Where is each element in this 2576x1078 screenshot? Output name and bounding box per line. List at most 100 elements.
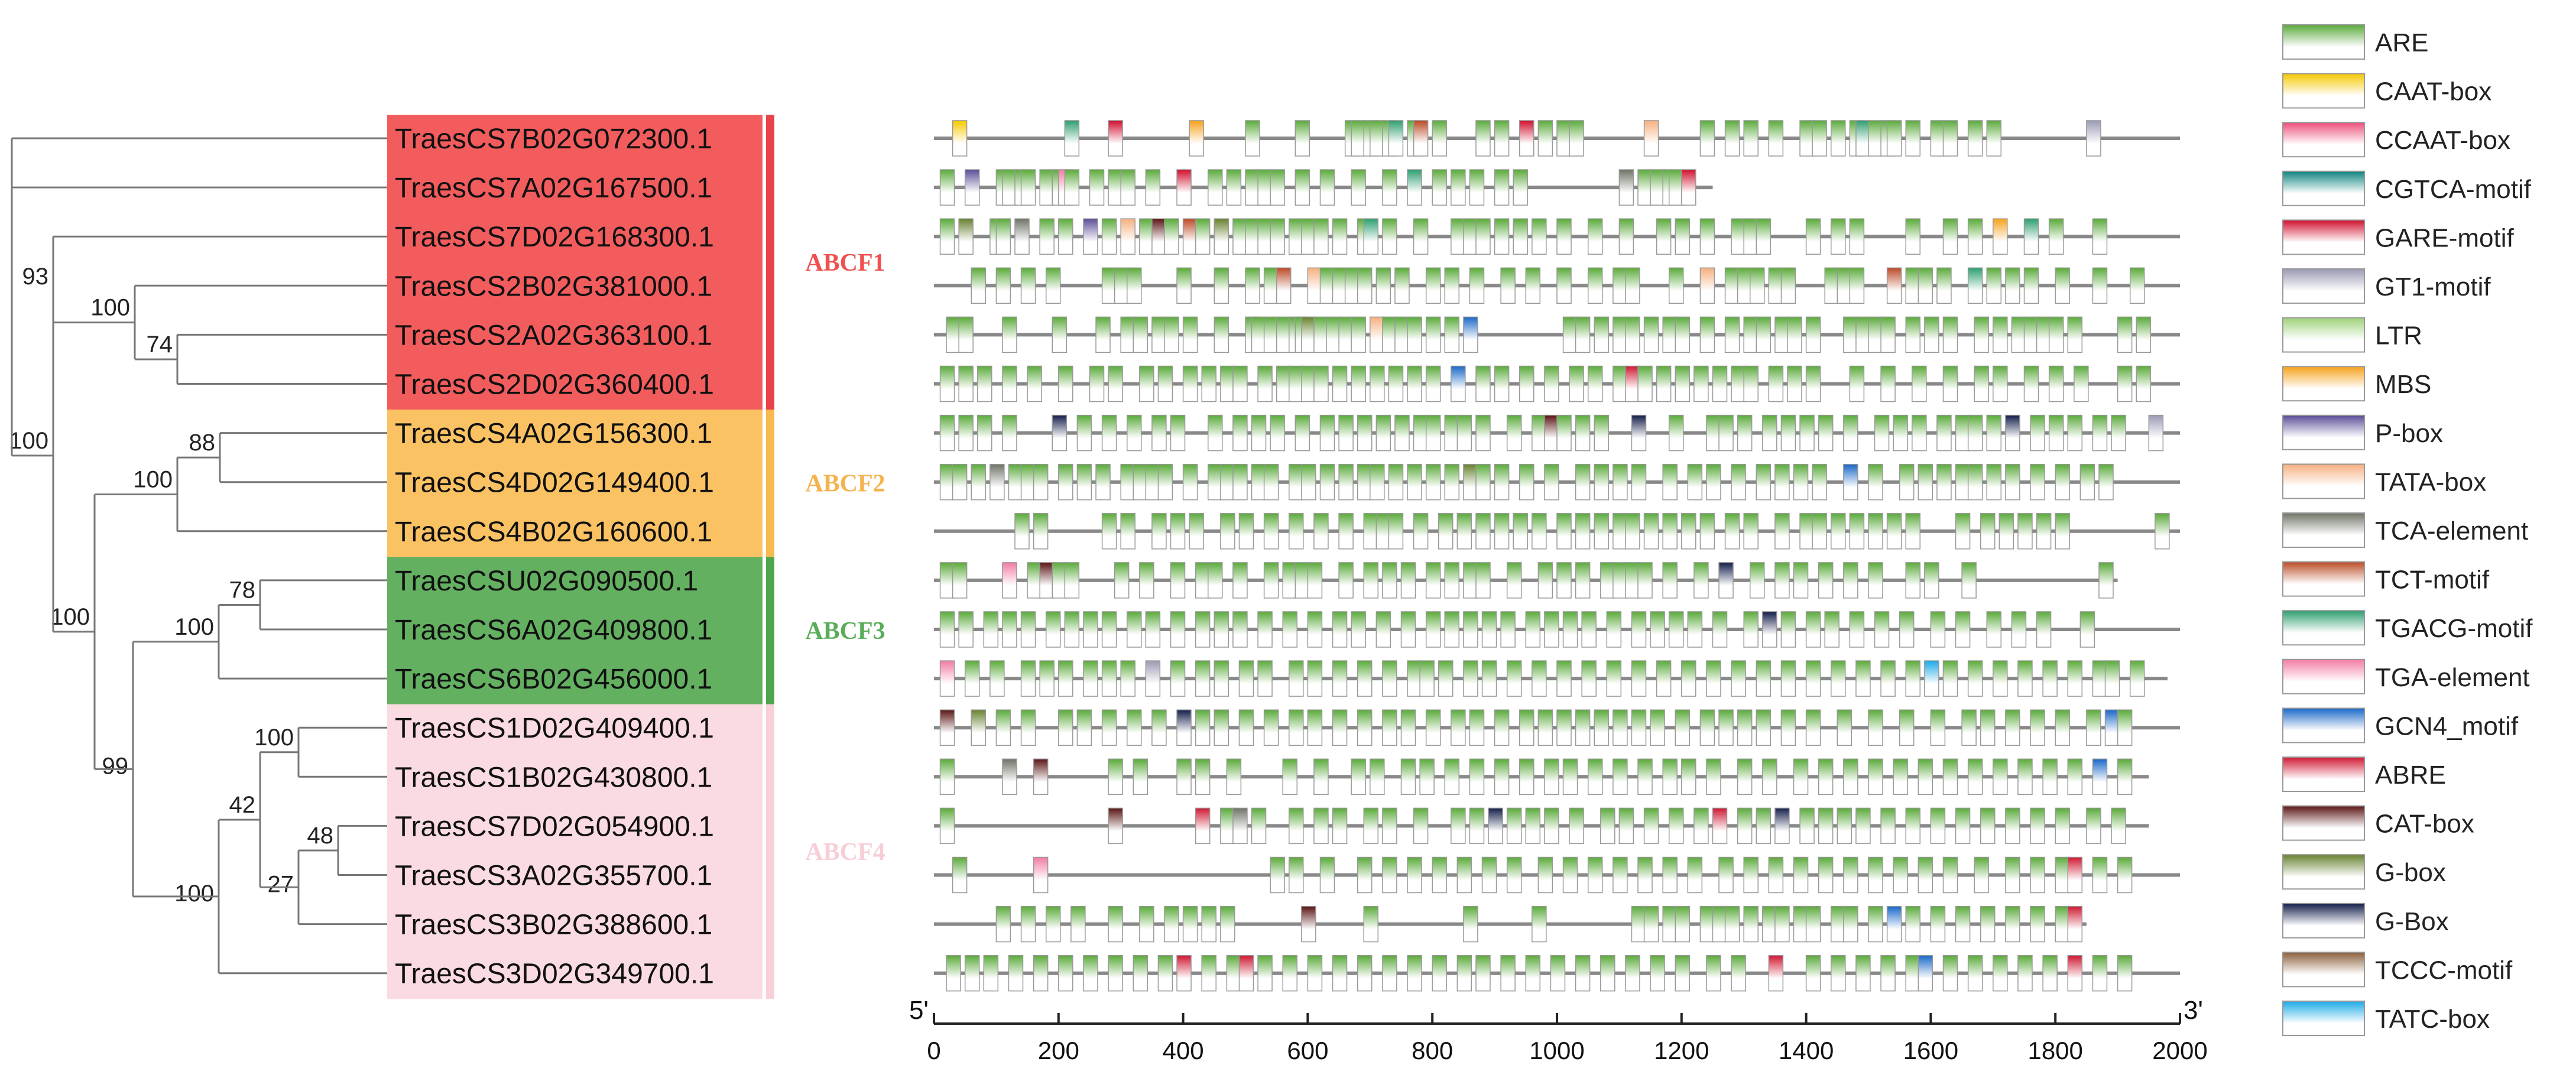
gene-label: TraesCS1B02G430800.1 bbox=[395, 762, 712, 793]
motif-are bbox=[1824, 611, 1839, 648]
group-band-abcf2 bbox=[387, 410, 763, 557]
motif-are bbox=[1780, 709, 1796, 746]
motif-are bbox=[977, 414, 992, 452]
motif-are bbox=[1064, 169, 1080, 206]
motif-are bbox=[1313, 513, 1329, 550]
motif-are bbox=[1101, 267, 1117, 304]
motif-are bbox=[1544, 463, 1559, 501]
motif-tatc-box bbox=[1924, 660, 1939, 697]
motif-are bbox=[1818, 562, 1834, 599]
motif-are bbox=[1164, 218, 1179, 255]
gene-label: TraesCS7D02G054900.1 bbox=[395, 811, 714, 842]
group-label-abcf4: ABCF4 bbox=[805, 839, 885, 866]
motif-are bbox=[1874, 611, 1890, 648]
motif-are bbox=[1444, 562, 1460, 599]
legend-swatch-gt1-motif bbox=[2282, 268, 2365, 304]
motif-are bbox=[1039, 660, 1055, 697]
motif-are bbox=[1076, 463, 1092, 501]
motif-are bbox=[1232, 611, 1248, 648]
motif-are bbox=[1220, 513, 1235, 550]
motif-are bbox=[1843, 562, 1858, 599]
motif-are bbox=[1027, 562, 1042, 599]
motif-are bbox=[1083, 954, 1098, 992]
motif-are bbox=[1967, 758, 1983, 795]
motif-are bbox=[1668, 169, 1684, 206]
motif-are bbox=[1737, 758, 1753, 795]
motif-are bbox=[1120, 513, 1135, 550]
motif-are bbox=[1370, 365, 1385, 402]
motif-are bbox=[1020, 267, 1036, 304]
motif-are bbox=[1008, 954, 1024, 992]
motif-tga-element bbox=[1002, 562, 1017, 599]
motif-are bbox=[1101, 611, 1117, 648]
motif-are bbox=[1712, 365, 1728, 402]
bootstrap-value: 100 bbox=[254, 725, 294, 751]
motif-are bbox=[1133, 758, 1149, 795]
gene-label: TraesCS2B02G381000.1 bbox=[395, 271, 712, 302]
motif-gcn4-motif bbox=[1463, 316, 1478, 353]
motif-are bbox=[1780, 611, 1796, 648]
motif-are bbox=[1182, 905, 1198, 943]
motif-are bbox=[1289, 856, 1304, 894]
motif-are bbox=[1108, 365, 1123, 402]
motif-are bbox=[1282, 562, 1297, 599]
motif-are bbox=[1295, 562, 1310, 599]
legend-swatch-mbs bbox=[2282, 366, 2365, 402]
motif-are bbox=[1880, 660, 1896, 697]
motif-are bbox=[1263, 562, 1279, 599]
motif-are bbox=[1382, 709, 1397, 746]
motif-g-box bbox=[958, 218, 974, 255]
motif-are bbox=[1643, 513, 1659, 550]
motif-are bbox=[1532, 513, 1547, 550]
motif-are bbox=[1905, 660, 1920, 697]
legend-swatch-tata-box bbox=[2282, 463, 2365, 499]
motif-are bbox=[1469, 169, 1485, 206]
motif-are bbox=[1625, 513, 1640, 550]
motif-are bbox=[1052, 316, 1068, 353]
motif-are bbox=[1045, 267, 1061, 304]
motif-are bbox=[1998, 513, 2014, 550]
motif-are bbox=[1319, 856, 1335, 894]
motif-are bbox=[1444, 463, 1460, 501]
motif-are bbox=[1993, 954, 2008, 992]
motif-are bbox=[1351, 611, 1366, 648]
motif-are bbox=[1020, 905, 1036, 943]
motif-are bbox=[1407, 660, 1422, 697]
motif-are bbox=[1594, 414, 1609, 452]
motif-are bbox=[1942, 365, 1958, 402]
motif-are bbox=[1681, 513, 1696, 550]
motif-are bbox=[1375, 414, 1391, 452]
motif-are bbox=[1805, 218, 1821, 255]
five-prime-label: 5' bbox=[909, 996, 929, 1025]
motif-are bbox=[1805, 365, 1821, 402]
motif-g-box bbox=[2005, 414, 2020, 452]
motif-are bbox=[1357, 709, 1373, 746]
motif-are bbox=[1537, 120, 1553, 157]
gene-label: TraesCS1D02G409400.1 bbox=[395, 713, 714, 744]
motif-are bbox=[2067, 660, 2083, 697]
motif-are bbox=[1594, 316, 1609, 353]
motif-g-box bbox=[1463, 463, 1478, 501]
motif-are bbox=[2005, 267, 2020, 304]
motif-are bbox=[1133, 463, 1149, 501]
motif-are bbox=[1313, 365, 1329, 402]
motif-are bbox=[2117, 954, 2133, 992]
motif-are bbox=[2117, 856, 2133, 894]
motif-are bbox=[1463, 660, 1478, 697]
motif-are bbox=[1425, 562, 1441, 599]
motif-are bbox=[1438, 513, 1454, 550]
motif-are bbox=[1886, 513, 1902, 550]
motif-tgacg-motif bbox=[1064, 120, 1080, 157]
motif-are bbox=[1020, 660, 1036, 697]
motif-are bbox=[1525, 807, 1541, 845]
motif-are bbox=[1625, 267, 1640, 304]
motif-are bbox=[1918, 267, 1933, 304]
motif-are bbox=[1643, 807, 1659, 845]
motif-are bbox=[1338, 316, 1354, 353]
motif-are bbox=[1562, 856, 1578, 894]
motif-are bbox=[1101, 513, 1117, 550]
motif-are bbox=[1650, 169, 1665, 206]
motif-g-box bbox=[1214, 218, 1229, 255]
motif-are bbox=[1831, 513, 1846, 550]
motif-are bbox=[1737, 807, 1753, 845]
